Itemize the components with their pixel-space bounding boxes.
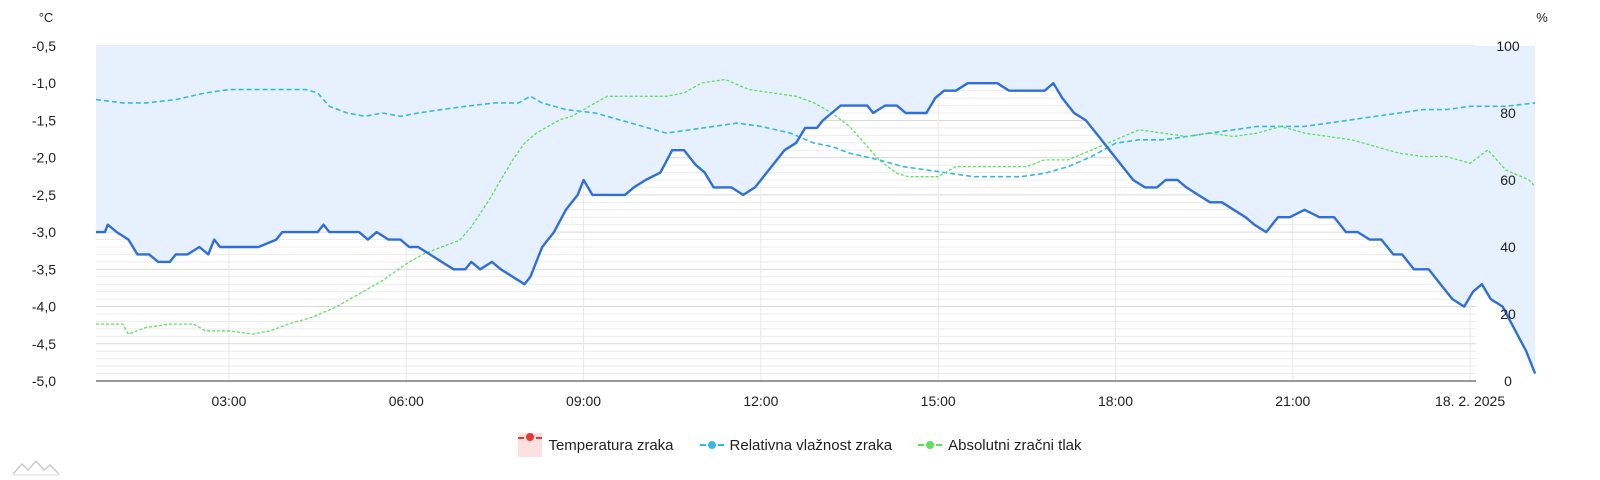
y-left-tick-label: -3,5 bbox=[32, 261, 56, 277]
brand-logo-icon bbox=[12, 459, 60, 476]
x-tick-label: 18. 2. 2025 bbox=[1435, 393, 1505, 409]
x-tick-label: 21:00 bbox=[1275, 393, 1310, 409]
y-left-tick-label: -1,5 bbox=[32, 112, 56, 128]
series-line-humidity bbox=[95, 88, 1536, 178]
legend-temperature-symbol bbox=[518, 433, 543, 457]
y-right-tick-label: 80 bbox=[1500, 105, 1516, 121]
legend-humidity-symbol bbox=[699, 440, 724, 450]
y-left-tick-label: -5,0 bbox=[32, 373, 56, 389]
legend-item-temperature[interactable]: Temperatura zraka bbox=[518, 433, 674, 457]
x-tick-label: 06:00 bbox=[389, 393, 424, 409]
legend-item-pressure[interactable]: Absolutni zračni tlak bbox=[918, 433, 1082, 457]
series-area-temperature bbox=[96, 46, 1536, 374]
y-left-tick-label: -3,0 bbox=[32, 224, 56, 240]
y-left-unit: °C bbox=[39, 10, 54, 25]
x-tick-label: 18:00 bbox=[1098, 393, 1133, 409]
x-tick-label: 15:00 bbox=[921, 393, 956, 409]
legend-humidity-label: Relativna vlažnost zraka bbox=[729, 436, 893, 454]
y-left-tick-label: -4,5 bbox=[32, 336, 56, 352]
x-tick-label: 12:00 bbox=[743, 393, 778, 409]
y-right-tick-label: 100 bbox=[1496, 38, 1520, 54]
y-right-tick-label: 0 bbox=[1504, 373, 1512, 389]
legend-item-humidity[interactable]: Relativna vlažnost zraka bbox=[699, 433, 893, 457]
x-tick-label: 03:00 bbox=[211, 393, 246, 409]
y-left-tick-label: -4,0 bbox=[32, 299, 56, 315]
legend-temperature-label: Temperatura zraka bbox=[548, 436, 674, 454]
y-left-tick-label: -2,0 bbox=[32, 150, 56, 166]
y-right-tick-label: 40 bbox=[1500, 239, 1516, 255]
y-left-tick-label: -1,0 bbox=[32, 75, 56, 91]
y-left-tick-label: -2,5 bbox=[32, 187, 56, 203]
y-right-tick-label: 20 bbox=[1500, 306, 1516, 322]
y-left-tick-label: -0,5 bbox=[32, 38, 56, 54]
series-layer bbox=[95, 46, 1537, 375]
axes: -0,5 -1,0 -1,5 -2,0 -2,5 -3,0 -3,5 -4,0 -4,5 -5,0… bbox=[32, 10, 1548, 409]
y-right-unit: % bbox=[1536, 10, 1548, 25]
y-right-tick-label: 60 bbox=[1500, 172, 1516, 188]
legend-pressure-symbol bbox=[918, 440, 943, 450]
series-line-pressure bbox=[96, 78, 1536, 335]
x-tick-label: 09:00 bbox=[566, 393, 601, 409]
series-line-temperature bbox=[96, 82, 1537, 375]
legend-pressure-label: Absolutni zračni tlak bbox=[948, 436, 1082, 454]
legend: Temperatura zraka Relativna vlažnost zra… bbox=[0, 433, 1600, 457]
